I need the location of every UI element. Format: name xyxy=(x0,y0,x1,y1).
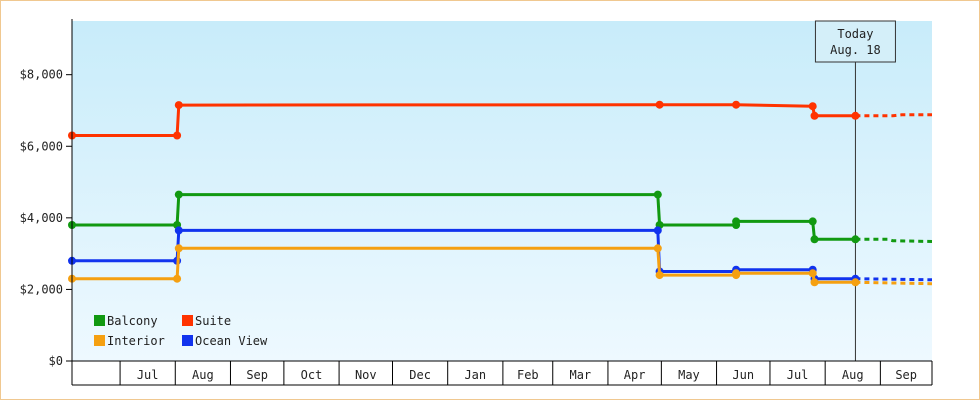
data-point-balcony-7 xyxy=(808,217,817,226)
data-point-balcony-3 xyxy=(653,190,662,199)
series-forecast-interior xyxy=(855,280,933,286)
x-tick-label-1: Aug xyxy=(192,368,214,382)
data-point-interior-8 xyxy=(810,278,819,287)
data-point-suite-5 xyxy=(808,102,817,111)
series-suite xyxy=(68,100,932,140)
y-tick-label-1: $2,000 xyxy=(20,282,63,296)
data-point-balcony-6 xyxy=(732,217,741,226)
x-tick-label-7: Feb xyxy=(517,368,539,382)
x-tick-label-12: Jul xyxy=(787,368,809,382)
today-marker-label: Today xyxy=(837,27,873,41)
x-tick-label-3: Oct xyxy=(301,368,323,382)
data-point-interior-2 xyxy=(174,244,183,253)
x-tick-label-0: Jul xyxy=(137,368,159,382)
data-point-balcony-9 xyxy=(851,235,860,244)
series-forecast-balcony xyxy=(855,237,933,243)
series-forecast-ocean-view xyxy=(855,277,933,282)
x-tick-label-11: Jun xyxy=(732,368,754,382)
plot-background xyxy=(72,21,932,361)
today-marker-box xyxy=(814,20,896,63)
legend-label-ocean-view: Ocean View xyxy=(195,334,268,348)
x-tick-label-4: Nov xyxy=(355,368,377,382)
data-point-interior-7 xyxy=(808,269,817,278)
x-tick-label-6: Jan xyxy=(464,368,486,382)
legend-swatch-ocean-view xyxy=(182,335,193,346)
legend-label-suite: Suite xyxy=(195,314,231,328)
y-tick-label-2: $4,000 xyxy=(20,211,63,225)
x-tick-label-9: Apr xyxy=(624,368,646,382)
x-tick-label-14: Sep xyxy=(895,368,917,382)
legend-label-balcony: Balcony xyxy=(107,314,158,328)
data-point-suite-6 xyxy=(810,111,819,120)
legend-swatch-interior xyxy=(94,335,105,346)
data-point-interior-3 xyxy=(653,244,662,253)
data-point-ocean-view-3 xyxy=(653,226,662,235)
y-tick-label-0: $0 xyxy=(49,354,63,368)
legend-swatch-suite xyxy=(182,315,193,326)
data-point-suite-2 xyxy=(174,101,183,110)
series-forecast-suite xyxy=(855,113,932,118)
x-tick-label-5: Dec xyxy=(409,368,431,382)
x-tick-label-13: Aug xyxy=(842,368,864,382)
data-point-suite-7 xyxy=(851,111,860,120)
series-line-balcony xyxy=(72,193,856,241)
data-point-interior-6 xyxy=(732,269,741,278)
data-point-interior-1 xyxy=(173,274,182,283)
data-point-interior-4 xyxy=(655,271,664,280)
legend-label-interior: Interior xyxy=(107,334,165,348)
y-tick-label-4: $8,000 xyxy=(20,68,63,82)
data-point-suite-3 xyxy=(655,100,664,109)
x-tick-label-10: May xyxy=(678,368,700,382)
y-tick-label-3: $6,000 xyxy=(20,139,63,153)
series-interior xyxy=(68,244,933,287)
data-point-balcony-2 xyxy=(174,190,183,199)
data-point-interior-9 xyxy=(851,278,860,287)
x-tick-label-2: Sep xyxy=(246,368,268,382)
legend-swatch-balcony xyxy=(94,315,105,326)
data-point-ocean-view-2 xyxy=(174,226,183,235)
today-marker-date: Aug. 18 xyxy=(830,43,881,57)
x-tick-label-8: Mar xyxy=(569,368,591,382)
data-point-suite-4 xyxy=(732,100,741,109)
series-line-interior xyxy=(72,246,856,284)
data-point-balcony-8 xyxy=(810,235,819,244)
data-point-suite-1 xyxy=(173,131,182,140)
